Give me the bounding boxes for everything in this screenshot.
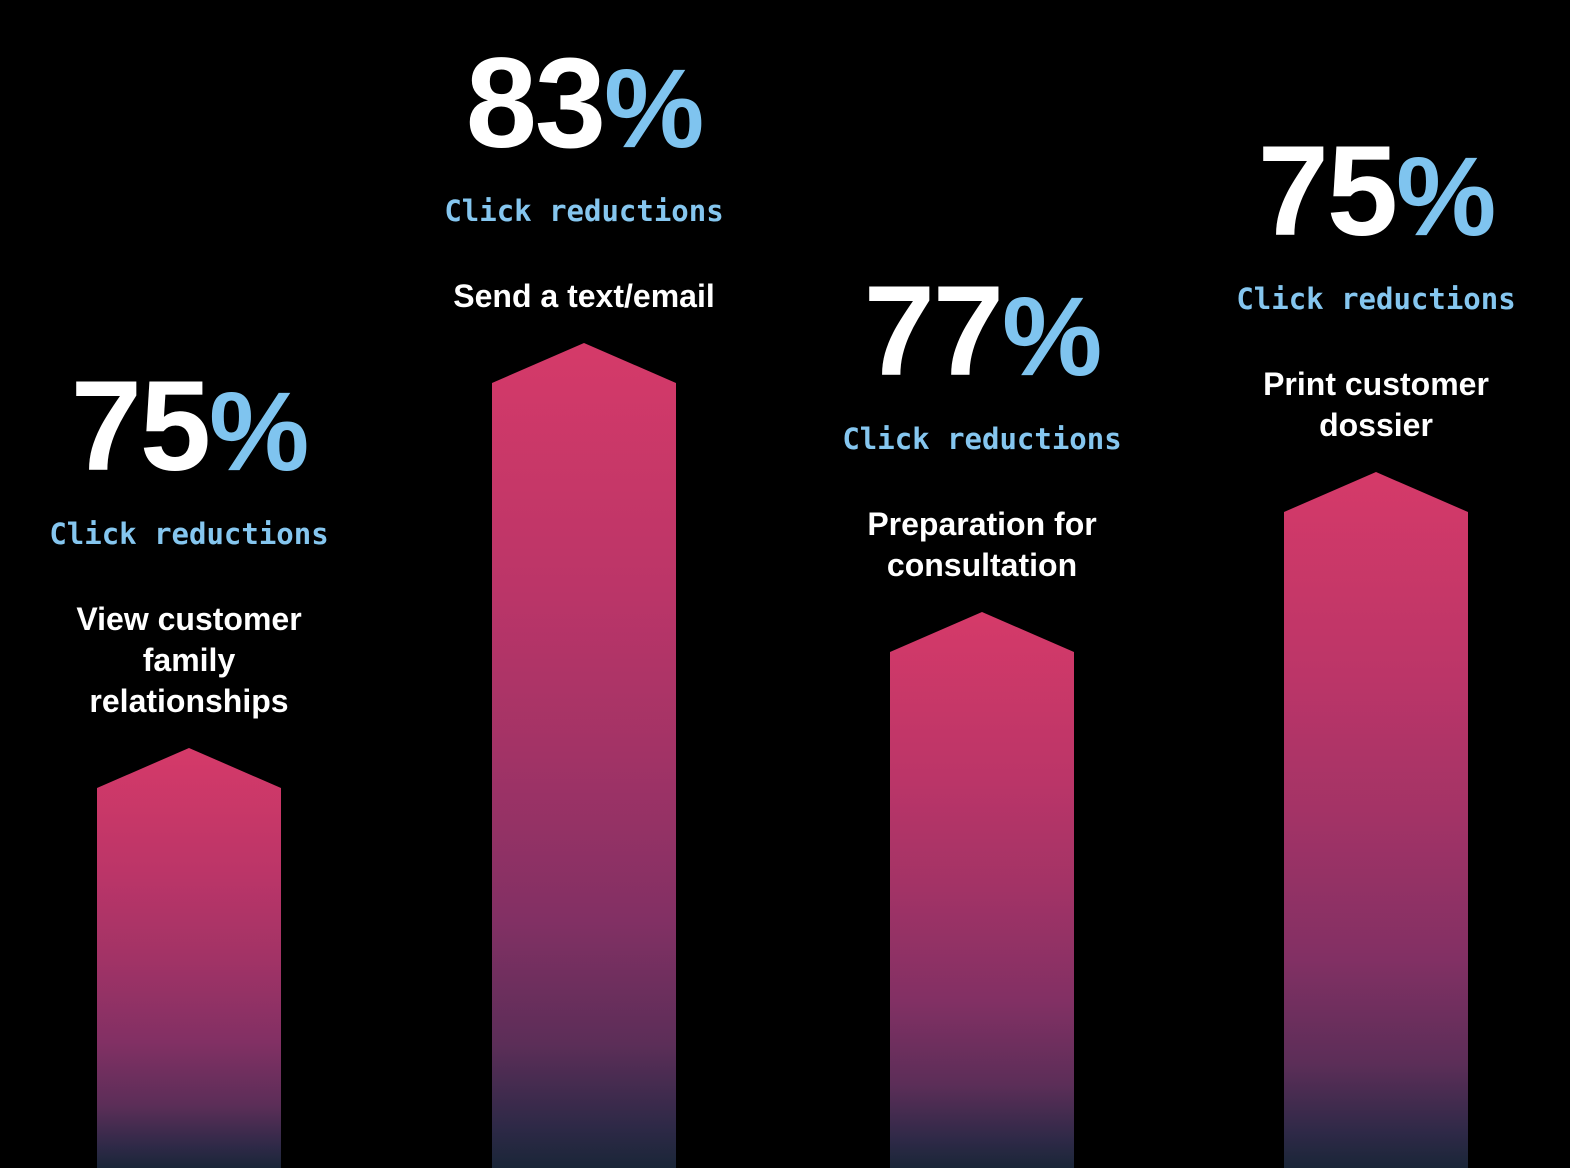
percent-sign: % (209, 368, 309, 494)
task-label-line: View customer (76, 601, 302, 637)
task-label-line: family (142, 642, 236, 678)
task-label-line: consultation (886, 547, 1078, 583)
task-label-line: relationships (89, 683, 289, 719)
task-label: View customer family relationships (76, 599, 301, 722)
click-reductions-caption: Click reductions (1236, 282, 1516, 316)
percent-number: 83 (465, 32, 606, 175)
bar (890, 612, 1074, 1168)
percent-sign: % (1002, 273, 1102, 399)
percent-number: 75 (70, 355, 211, 498)
percent-number: 77 (863, 260, 1004, 403)
task-label-line: Send a text/email (453, 278, 715, 314)
bar-group-view-customer-family-relationships: 75% Click reductions View customer famil… (0, 0, 389, 1168)
percent-value: 83% (466, 40, 705, 171)
percent-value: 75% (71, 363, 310, 494)
task-label-line: Preparation for (867, 506, 1097, 542)
click-reductions-caption: Click reductions (842, 422, 1122, 456)
bar (492, 343, 676, 1168)
click-reductions-caption: Click reductions (444, 194, 724, 228)
bar-group-preparation-for-consultation: 77% Click reductions Preparation for con… (782, 0, 1182, 1168)
task-label: Preparation for consultation (867, 504, 1096, 586)
percent-number: 75 (1257, 120, 1398, 263)
task-label: Print customer dossier (1263, 364, 1489, 446)
percent-value: 75% (1258, 128, 1497, 259)
bar (97, 748, 281, 1168)
task-label-line: dossier (1319, 407, 1433, 443)
bar (1284, 472, 1468, 1168)
bar-group-send-a-text-email: 83% Click reductions Send a text/email (384, 0, 784, 1168)
task-label: Send a text/email (453, 276, 714, 317)
task-label-line: Print customer (1263, 366, 1489, 402)
percent-value: 77% (864, 268, 1103, 399)
bar-group-print-customer-dossier: 75% Click reductions Print customer doss… (1176, 0, 1570, 1168)
click-reductions-caption: Click reductions (49, 517, 329, 551)
percent-sign: % (1396, 133, 1496, 259)
percent-sign: % (604, 45, 704, 171)
